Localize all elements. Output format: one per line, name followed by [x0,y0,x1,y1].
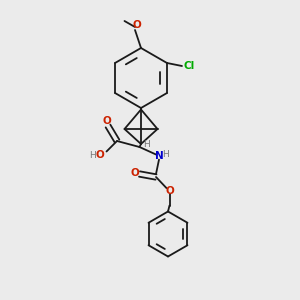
Text: H: H [90,151,96,160]
Text: O: O [102,116,111,126]
Text: N: N [155,151,164,161]
Text: O: O [130,167,139,178]
Text: H: H [144,140,150,149]
Text: O: O [95,150,104,161]
Text: O: O [165,185,174,196]
Text: H: H [162,150,169,159]
Text: Cl: Cl [184,61,195,71]
Text: O: O [132,20,141,31]
